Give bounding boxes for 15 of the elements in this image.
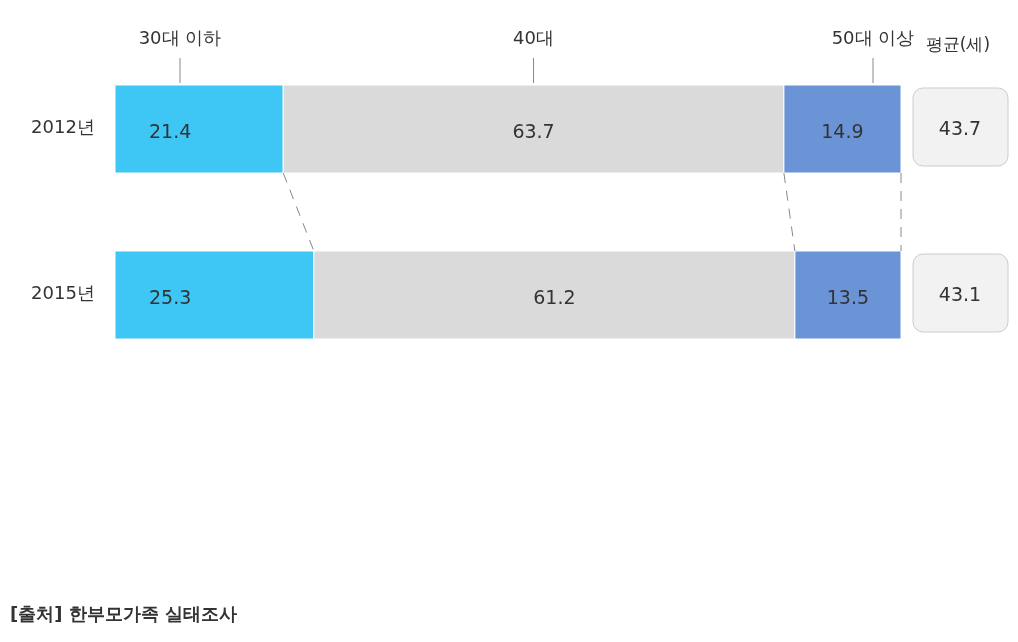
text: [출처] 한부모가족 실태조사 (10, 603, 237, 624)
y-tick-label: 2015년 (31, 282, 95, 303)
text: 30대 이하 (138, 27, 222, 48)
text: 50대 이상 (831, 27, 915, 48)
text: 평균(세) (925, 34, 991, 54)
data-label: 13.5 (826, 286, 870, 308)
data-label: 43.7 (938, 117, 982, 139)
text: 40대 (513, 27, 554, 48)
data-label: 21.4 (149, 120, 192, 142)
data-label: 43.1 (938, 283, 982, 305)
data-label: 63.7 (512, 120, 555, 142)
data-label: 25.3 (149, 286, 192, 308)
data-label: 61.2 (533, 286, 576, 308)
data-label: 14.9 (821, 120, 864, 142)
y-tick-label: 2012년 (31, 116, 95, 137)
